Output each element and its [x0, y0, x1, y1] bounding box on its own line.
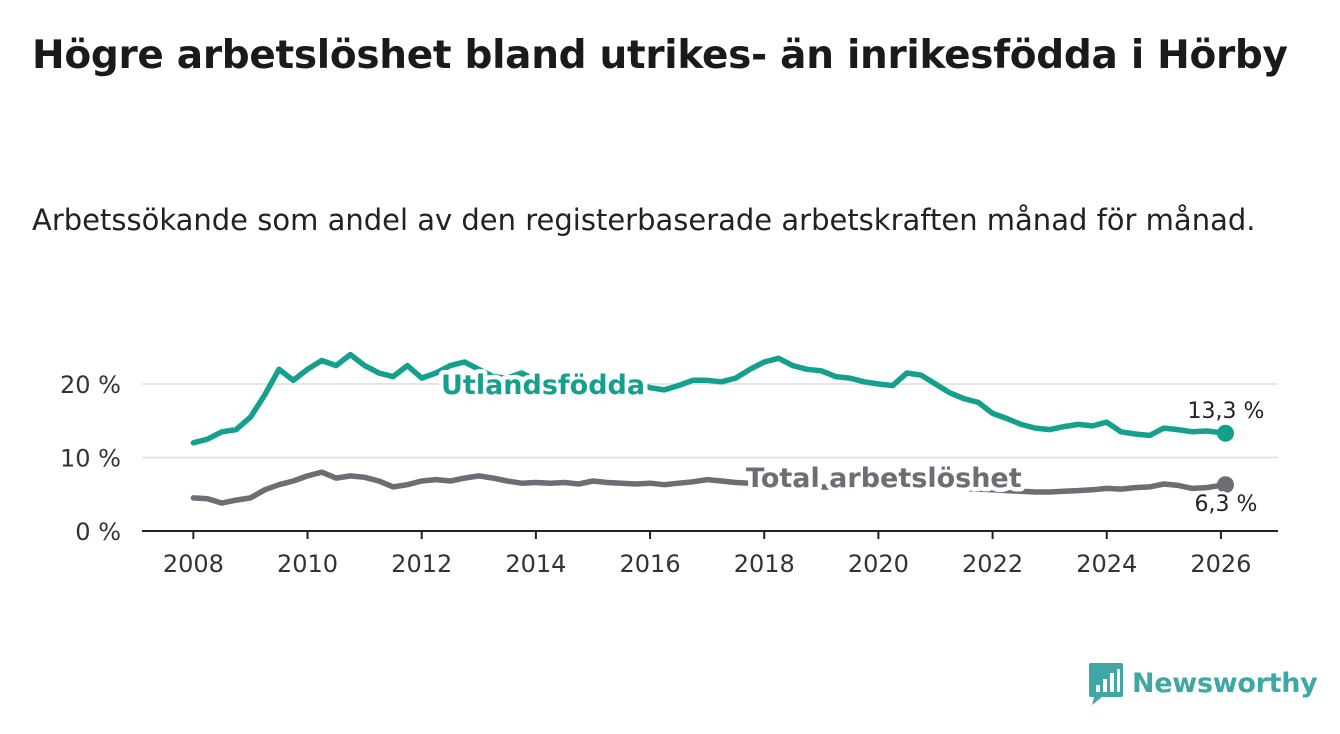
x-tick-label: 2026: [1190, 550, 1251, 578]
x-tick-label: 2010: [277, 550, 338, 578]
chart-subtitle: Arbetssökande som andel av den registerb…: [32, 203, 1256, 237]
grid-lines: [142, 383, 1278, 459]
series-end-marker-1: [1216, 476, 1234, 494]
axes: 0 % 10 % 20 % 2008 2010 2012 2014 2016 2018 2020 2…: [60, 371, 1278, 578]
series-end-marker-0: [1216, 424, 1234, 442]
series-name-label: Utlandsfödda: [441, 370, 645, 401]
x-tick-label: 2024: [1076, 550, 1137, 578]
series-lines: [190, 351, 1234, 506]
chart-title: Högre arbetslöshet bland utrikes- än inr…: [32, 33, 1288, 78]
series-line-1: [190, 469, 1229, 506]
series-name-label: Total arbetslöshet: [746, 463, 1022, 494]
x-tick-label: 2020: [848, 550, 909, 578]
x-tick-label: 2022: [962, 550, 1023, 578]
y-tick-label: 10 %: [60, 445, 121, 473]
x-tick-label: 2018: [734, 550, 795, 578]
x-tick-label: 2014: [505, 550, 566, 578]
y-tick-label: 0 %: [75, 518, 121, 546]
x-tick-label: 2008: [163, 550, 224, 578]
brand-name: Newsworthy: [1132, 667, 1318, 699]
series-end-value-label: 6,3 %: [1195, 492, 1258, 517]
y-tick-label: 20 %: [60, 371, 121, 399]
series-labels: Utlandsfödda Total arbetslöshet 13,3 % 6,3 …: [437, 366, 1268, 521]
bar-chart-speech-icon: [1089, 663, 1123, 705]
series-line-0: [190, 351, 1229, 446]
series-end-value-label: 13,3 %: [1188, 399, 1265, 424]
newsworthy-logo: Newsworthy: [1088, 660, 1318, 706]
x-tick-label: 2016: [620, 550, 681, 578]
x-tick-label: 2012: [391, 550, 452, 578]
